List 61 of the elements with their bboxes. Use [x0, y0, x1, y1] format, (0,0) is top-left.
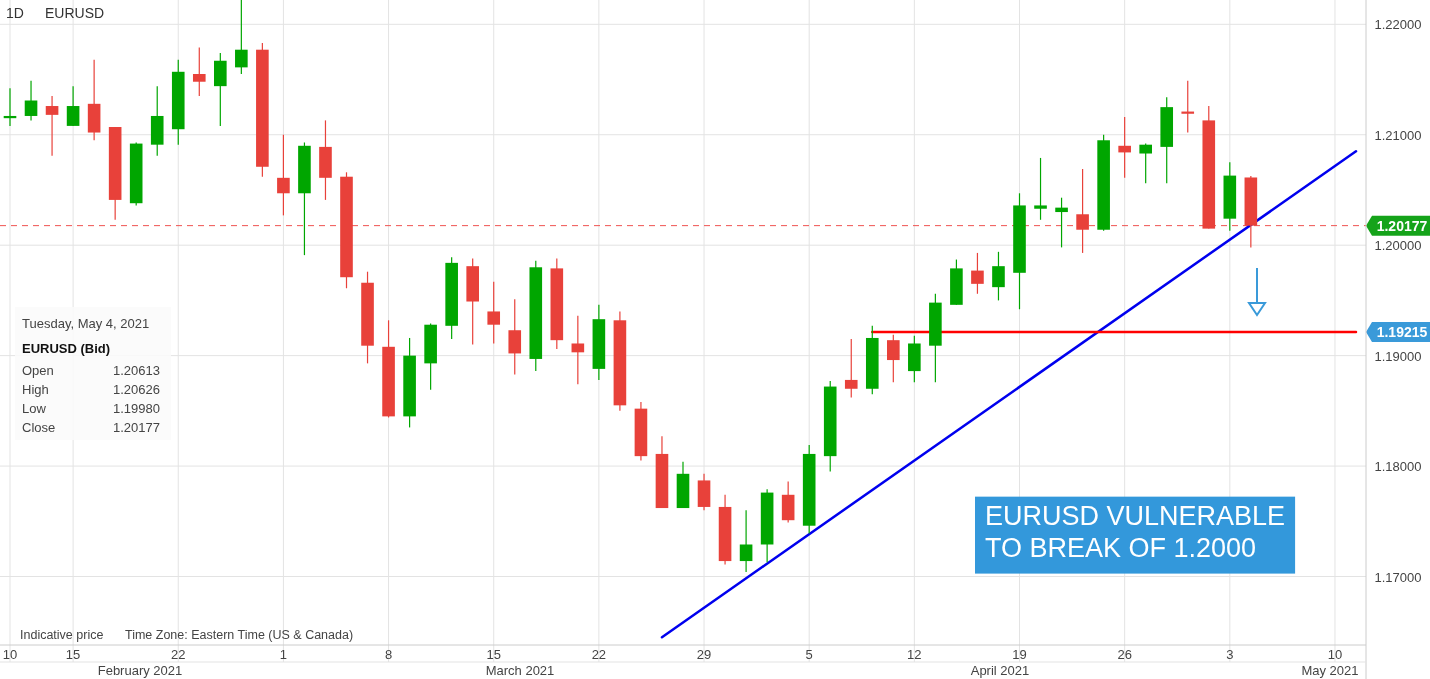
- candlestick: [571, 315, 585, 385]
- text: April 2021: [970, 663, 1030, 678]
- y-tick-label: 1.18000: [1374, 459, 1422, 475]
- candlestick: [1055, 197, 1068, 248]
- candlestick: [45, 95, 59, 157]
- annotation: 1.20613: [113, 363, 160, 378]
- x-tick-label: 19: [1012, 647, 1027, 662]
- annotation: Time Zone: Eastern Time (US & Canada): [125, 628, 354, 642]
- x-tick-label: 12: [907, 647, 922, 662]
- y-tick-label: 1.17000: [1374, 569, 1422, 585]
- annotation: 1.20626: [113, 382, 160, 397]
- candlestick: [887, 334, 900, 383]
- x-tick-label: 8: [384, 647, 393, 662]
- text: May 2021: [1301, 663, 1359, 678]
- x-tick-label: 1: [279, 647, 288, 662]
- annotation: Tuesday, May 4, 2021: [22, 316, 150, 331]
- text: February 2021: [97, 663, 183, 678]
- annotation: 1.19980: [113, 401, 160, 416]
- candlestick: [1139, 142, 1152, 184]
- candlestick: [235, 0, 248, 75]
- x-tick-label: 5: [805, 647, 813, 662]
- chart-title: EURUSD: [45, 5, 105, 21]
- annotation: High: [22, 382, 49, 397]
- x-tick-label: 15: [486, 647, 501, 662]
- annotation: Indicative price: [20, 628, 104, 642]
- candlestick: [24, 80, 38, 121]
- candlestick: [192, 46, 206, 97]
- annotation: EURUSD (Bid): [22, 341, 111, 356]
- annotation: Low: [22, 401, 47, 416]
- annotation: EURUSD VULNERABLE TO BREAK OF 1.2000: [985, 501, 1286, 564]
- y-tick-label: 1.21000: [1374, 127, 1422, 143]
- text: March 2021: [485, 663, 555, 678]
- candlestick: [992, 251, 1005, 302]
- candlestick: [971, 252, 984, 295]
- x-tick-label: 10: [1327, 647, 1343, 662]
- x-tick-label: 29: [696, 647, 712, 662]
- candlestick: [277, 134, 290, 216]
- chart-subtitle: 1D: [6, 5, 24, 21]
- candlestick: [487, 281, 501, 345]
- annotation: 1.20177: [113, 420, 160, 435]
- ref-line-label: 1.20177: [1376, 217, 1428, 234]
- x-tick-label: 3: [1226, 647, 1234, 662]
- annotation: Open: [22, 363, 54, 378]
- candlestick: [66, 85, 80, 127]
- candlestick: [508, 298, 522, 376]
- x-tick-label: 26: [1117, 647, 1132, 662]
- candlestick: [1076, 168, 1089, 254]
- x-tick-label: 22: [591, 647, 607, 662]
- candlestick: [1181, 80, 1195, 134]
- y-tick-label: 1.19000: [1374, 348, 1422, 364]
- x-tick-label: 22: [171, 647, 186, 662]
- candlestick: [739, 509, 753, 573]
- candlestick: [1034, 157, 1047, 221]
- text: 1.19215: [1376, 323, 1428, 340]
- x-tick-label: 15: [65, 647, 81, 662]
- annotation: Close: [22, 420, 56, 435]
- y-tick-label: 1.20000: [1374, 238, 1422, 254]
- y-tick-label: 1.22000: [1374, 17, 1422, 33]
- candlestick: [1118, 116, 1131, 179]
- candlestick: [844, 338, 858, 399]
- x-tick-label: 10: [2, 647, 18, 662]
